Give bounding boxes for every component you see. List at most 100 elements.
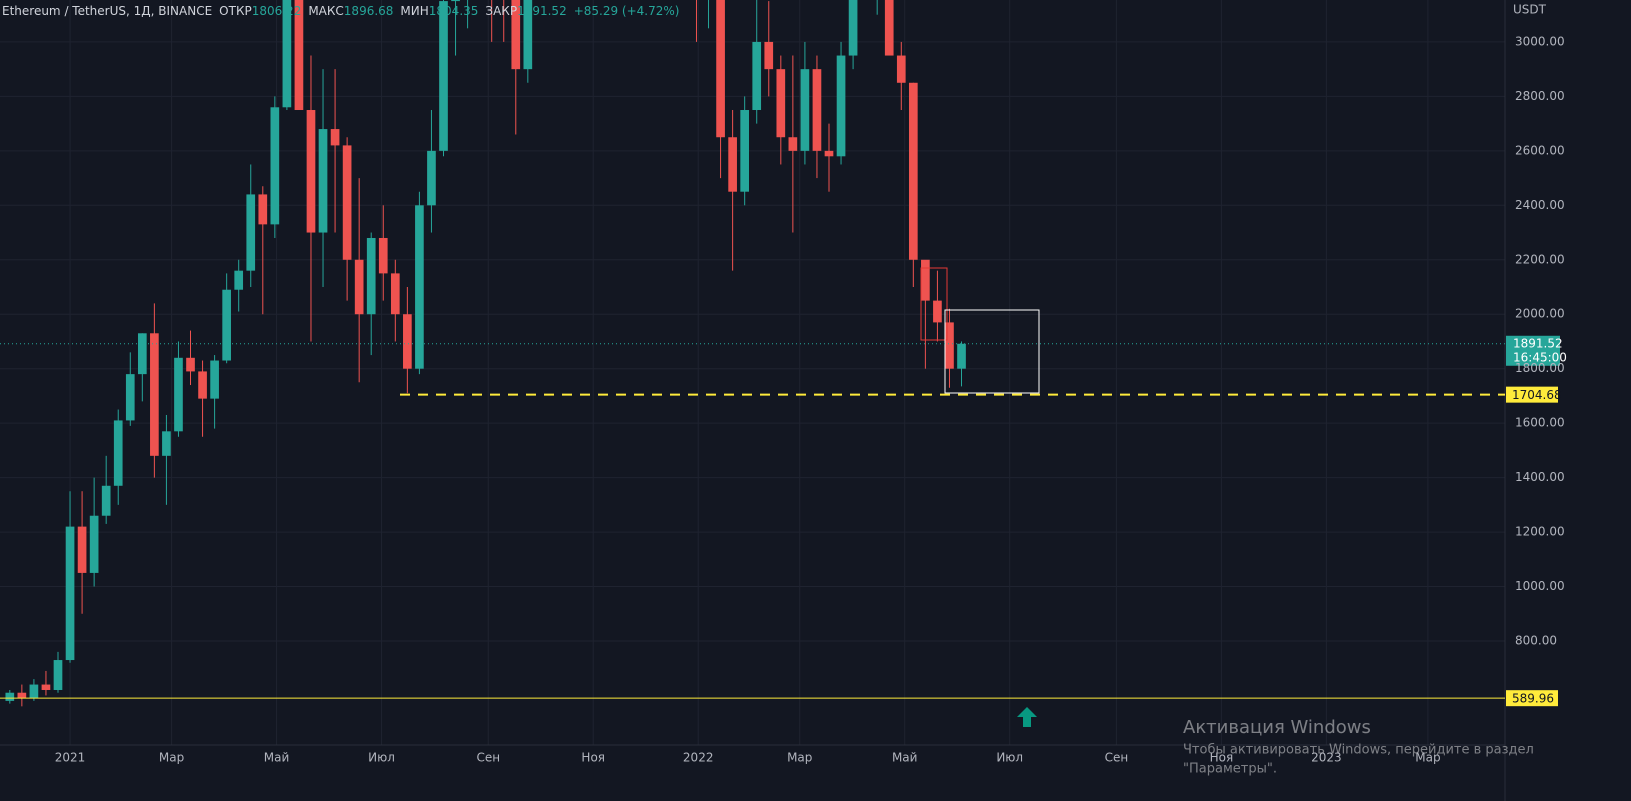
candle-body	[403, 314, 412, 369]
y-tick-label: 2200.00	[1515, 252, 1565, 266]
candle-body	[788, 137, 798, 151]
y-tick-label: 800.00	[1515, 633, 1557, 647]
candle-body	[246, 194, 256, 271]
y-tick-label: 2600.00	[1515, 143, 1565, 157]
arrow-up-icon	[1017, 707, 1037, 727]
candle-body	[5, 692, 15, 701]
price-level-badge	[1506, 386, 1558, 403]
y-tick-label: 2400.00	[1515, 198, 1565, 212]
candle-body	[378, 237, 388, 274]
candle-body	[896, 55, 906, 83]
candle-body	[137, 333, 147, 375]
candle-body	[752, 41, 762, 111]
watermark-line: "Параметры".	[1183, 762, 1277, 777]
chart-header: Ethereum / TetherUS, 1Д, BINANCE ОТКР1806…	[2, 4, 679, 18]
price-level-label: 1704.68	[1512, 388, 1562, 402]
x-tick-label: Мар	[159, 751, 184, 765]
candle-body	[210, 360, 219, 399]
candle-body	[523, 0, 533, 70]
red-box-drawing	[920, 267, 948, 341]
x-tick-label: Ноя	[1210, 751, 1234, 765]
last-price-label: 1891.52	[1513, 336, 1563, 350]
x-tick-label: Май	[892, 751, 918, 765]
candle-body	[728, 137, 737, 192]
ohlc-value: 1891.52	[517, 4, 567, 18]
y-tick-label: 3000.00	[1515, 34, 1565, 48]
candle-body	[812, 69, 822, 151]
x-tick-label: Мар	[787, 751, 812, 765]
candle-body	[318, 129, 328, 233]
candle-body	[150, 333, 159, 456]
candle-body	[306, 110, 316, 233]
candle-body	[53, 660, 63, 690]
candle-body	[366, 237, 376, 315]
y-tick-label: 1600.00	[1515, 416, 1565, 430]
x-tick-label: 2022	[683, 751, 714, 765]
candle-body	[824, 150, 834, 157]
candle-body	[65, 526, 75, 661]
x-tick-label: Сен	[1105, 751, 1129, 765]
change-label: +85.29 (+4.72%)	[574, 4, 680, 18]
y-tick-label: 1200.00	[1515, 525, 1565, 539]
candle-body	[89, 515, 99, 573]
candle-body	[17, 692, 27, 699]
y-tick-label: 1800.00	[1515, 361, 1565, 375]
candle-body	[198, 371, 207, 399]
ohlc-label: МАКС	[308, 4, 343, 18]
candle-body	[884, 0, 894, 56]
candle-body	[933, 300, 942, 323]
ohlc-label: МИН	[400, 4, 428, 18]
price-level-badge	[1506, 690, 1558, 707]
candle-body	[77, 526, 87, 573]
candle-body	[908, 82, 918, 260]
candle-body	[330, 129, 340, 146]
candle-body	[716, 0, 725, 138]
x-tick-label: Сен	[476, 751, 500, 765]
candle-body	[186, 357, 195, 372]
candle-body	[511, 0, 521, 70]
price-level-label: 589.96	[1512, 692, 1554, 706]
x-tick-label: 2023	[1311, 751, 1342, 765]
x-tick-label: Июл	[996, 751, 1023, 765]
symbol-label: Ethereum / TetherUS, 1Д, BINANCE	[2, 4, 212, 18]
ohlc-value: 1896.68	[344, 4, 394, 18]
candle-body	[174, 357, 183, 432]
candle-body	[740, 110, 750, 192]
candle-body	[270, 107, 280, 225]
candle-body	[282, 0, 292, 108]
candle-body	[162, 431, 171, 456]
watermark-line: Чтобы активировать Windows, перейдите в …	[1183, 743, 1534, 758]
candle-body	[29, 684, 39, 699]
x-tick-label: Мар	[1415, 751, 1440, 765]
white-box-drawing	[944, 309, 1040, 394]
candle-body	[451, 0, 460, 2]
candle-body	[957, 343, 966, 369]
y-tick-label: 2000.00	[1515, 307, 1565, 321]
currency-label: USDT	[1513, 3, 1547, 17]
x-tick-label: Июл	[368, 751, 395, 765]
candle-body	[390, 273, 400, 315]
y-tick-label: 2800.00	[1515, 89, 1565, 103]
y-tick-label: 1000.00	[1515, 579, 1565, 593]
candle-body	[125, 374, 135, 421]
x-tick-label: Ноя	[581, 751, 605, 765]
candle-body	[415, 205, 424, 369]
candle-body	[222, 289, 231, 361]
candle-body	[836, 55, 846, 157]
candle-body	[945, 322, 954, 369]
last-price-badge	[1506, 335, 1560, 366]
ohlc-label: ОТКР	[219, 4, 252, 18]
candle-body	[764, 41, 774, 70]
x-tick-label: 2021	[55, 751, 86, 765]
candle-body	[427, 150, 436, 206]
candle-body	[848, 0, 858, 56]
candle-body	[800, 69, 810, 151]
ohlc-value: 1806.22	[252, 4, 302, 18]
candle-body	[342, 145, 352, 260]
candle-body	[776, 69, 786, 138]
candle-body	[101, 485, 111, 516]
candle-body	[41, 684, 51, 690]
